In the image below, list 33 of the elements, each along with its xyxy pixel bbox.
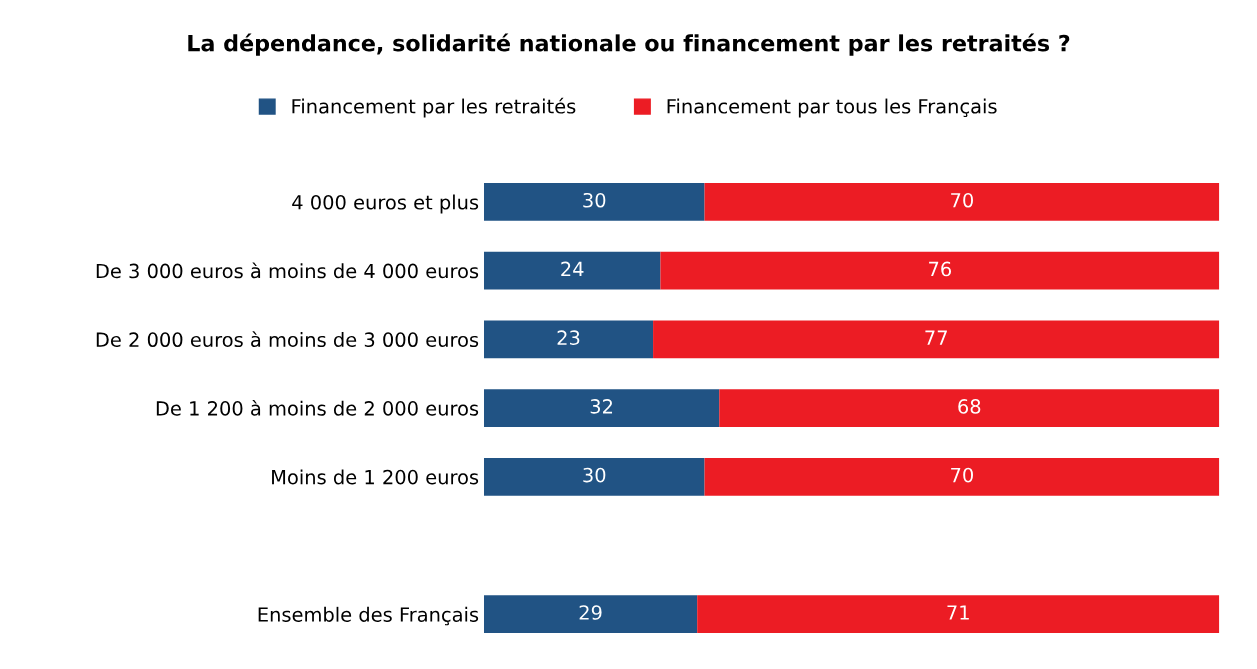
bar [483,320,654,359]
bar [483,595,698,634]
bar [704,457,1220,496]
y-tick-label: Moins de 1 200 euros [272,469,479,485]
data-label: 76 [929,261,952,277]
data-label: 71 [947,605,969,620]
bar [483,183,705,221]
data-label: 29 [579,605,602,620]
data-label: 23 [557,330,580,346]
data-label: 30 [583,192,606,208]
y-tick-label: De 3 000 euros à moins de 4 000 euros [96,262,479,279]
y-tick-label: De 1 200 à moins de 2 000 euros [156,399,479,416]
bar [483,389,720,427]
data-label: 70 [951,192,973,208]
bar [697,595,1220,634]
bar [660,251,1220,290]
chart-title: La dépendance, solidarité nationale ou financement par les retraités ? [188,33,1070,56]
bar [704,183,1220,221]
data-label: 24 [561,261,584,277]
legend-label: Financement par tous les Français [667,98,997,118]
data-label: 77 [925,330,947,345]
data-label: 32 [590,399,613,414]
y-tick-label: Ensemble des Français [258,606,479,626]
data-label: 30 [583,467,606,483]
y-tick-label: De 2 000 euros à moins de 3 000 euros [96,331,479,348]
bar [719,389,1220,427]
data-label: 70 [951,467,973,483]
y-tick-label: 4 000 euros et plus [292,194,479,214]
legend-label: Financement par les retraités [292,97,576,118]
bar [483,251,661,290]
bar [483,457,705,496]
data-label: 68 [958,399,981,414]
bar [653,320,1220,359]
